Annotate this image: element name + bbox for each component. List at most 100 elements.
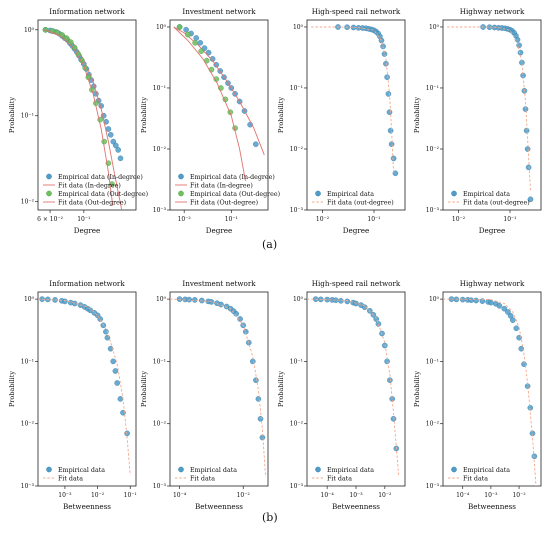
y-tick-label: 10⁻² [426, 146, 440, 153]
legend-marker-swatch [451, 466, 457, 473]
y-tick-label: 10⁻² [21, 421, 35, 428]
y-axis-label: Probability [8, 97, 16, 133]
data-point [110, 138, 117, 145]
legend-entry-label: Fit data (out-degree) [463, 200, 530, 207]
data-point [112, 368, 119, 374]
plot-frame [306, 291, 406, 487]
legend-entry-label: Fit data [190, 476, 215, 483]
y-tick-label: 10⁻¹ [426, 358, 439, 365]
plot-area [42, 26, 124, 210]
x-tick-label: 10⁻⁴ [321, 492, 335, 499]
legend-entry-label: Empirical data (Out-degree) [190, 191, 280, 198]
plot-frame [306, 19, 406, 211]
plot-frame [169, 19, 269, 211]
legend-entry-label: Empirical data [463, 191, 510, 198]
plot-area [170, 296, 266, 476]
legend-entry-label: Empirical data (In-degree) [190, 174, 275, 181]
legend-entry-label: Fit data (In-degree) [58, 183, 121, 190]
data-point [361, 304, 368, 311]
legend-entry-label: Fit data [463, 476, 488, 483]
y-axis-label: Probability [413, 371, 421, 407]
y-tick-label: 10⁻¹ [21, 113, 34, 120]
legend-entry-label: Empirical data (In-degree) [58, 174, 143, 181]
data-point [518, 345, 525, 352]
data-point [63, 35, 70, 41]
legend-entry-label: Empirical data [190, 467, 237, 474]
data-point [375, 321, 382, 327]
y-tick-label: 10⁰ [429, 24, 440, 31]
chart-panel-5: Information network Betweenness Probabilit… [8, 279, 137, 511]
data-point [531, 453, 538, 460]
x-tick-label: 10⁻⁴ [173, 492, 187, 499]
legend-entry-label: Empirical data (Out-degree) [58, 191, 148, 198]
plot-area [38, 296, 131, 476]
legend-entry-label: Fit data (Out-degree) [58, 200, 126, 207]
data-point [255, 396, 262, 402]
data-point [197, 40, 204, 46]
legend-marker-swatch [315, 466, 321, 473]
data-point [517, 49, 524, 56]
data-point [501, 305, 508, 312]
x-axis-label: Degree [74, 226, 101, 235]
legend-entry-label: Fit data (In-degree) [190, 183, 253, 190]
x-tick-label: 10⁻² [316, 216, 330, 223]
y-tick-label: 10⁻³ [21, 483, 35, 490]
data-point [117, 396, 124, 402]
plot-frame [37, 19, 137, 211]
data-point [386, 109, 393, 115]
y-tick-label: 10⁰ [293, 24, 304, 31]
data-point [218, 301, 224, 308]
data-point [176, 296, 183, 302]
data-point [186, 296, 192, 303]
data-point [373, 316, 380, 322]
data-point [249, 358, 256, 365]
data-point [198, 48, 204, 55]
data-point [523, 127, 530, 134]
y-tick-label: 10⁻² [153, 146, 167, 153]
y-tick-label: 10⁰ [429, 296, 440, 303]
data-point [71, 300, 78, 307]
y-tick-label: 10⁰ [24, 296, 35, 303]
data-point [113, 142, 119, 149]
chart-panel-2: Investment network Degree Probability 10⁻² 1… [140, 7, 280, 235]
y-axis-label: Probability [140, 97, 148, 133]
y-tick-label: 10⁰ [293, 296, 304, 303]
data-point [390, 415, 397, 422]
y-tick-label: 10⁰ [24, 27, 35, 34]
legend-marker-swatch [46, 466, 52, 473]
x-tick-label: 10⁻² [178, 216, 192, 223]
y-tick-label: 10⁻³ [290, 483, 304, 490]
y-tick-label: 10⁻¹ [153, 358, 166, 365]
x-tick-label: 10⁻³ [484, 492, 498, 499]
data-point [383, 60, 389, 67]
data-point [109, 181, 115, 187]
y-tick-label: 10⁻¹ [290, 85, 303, 92]
x-axis-label: Betweenness [468, 502, 516, 511]
chart-panel-1: Information network Degree Probability 6 × … [8, 7, 148, 235]
chart-panel-3: High-speed rail network Degree Probability… [277, 7, 406, 235]
x-tick-label: 10⁻³ [349, 492, 363, 499]
x-tick-label: 10⁻² [378, 492, 392, 499]
data-point [208, 299, 215, 305]
x-tick-label: 6 × 10⁻² [37, 216, 63, 223]
x-tick-label: 10⁻² [237, 492, 251, 499]
chart-title: Information network [49, 279, 125, 288]
plot-area [173, 24, 265, 181]
plot-area [311, 24, 399, 177]
legend-marker-swatch [178, 173, 184, 180]
data-point [253, 377, 259, 384]
data-point [183, 26, 189, 33]
y-tick-label: 10⁻¹ [290, 358, 303, 365]
y-tick-label: 10⁻³ [426, 207, 440, 214]
x-axis-label: Betweenness [63, 502, 111, 511]
data-point [62, 298, 68, 305]
data-point [338, 297, 344, 304]
data-point [496, 302, 503, 309]
data-point [390, 155, 397, 162]
chart-panel-8: Highway network Betweenness Probability 10⁻… [413, 279, 542, 511]
y-tick-label: 10⁻² [290, 421, 304, 428]
y-tick-label: 10⁻² [21, 199, 35, 206]
y-axis-label: Probability [8, 371, 16, 407]
